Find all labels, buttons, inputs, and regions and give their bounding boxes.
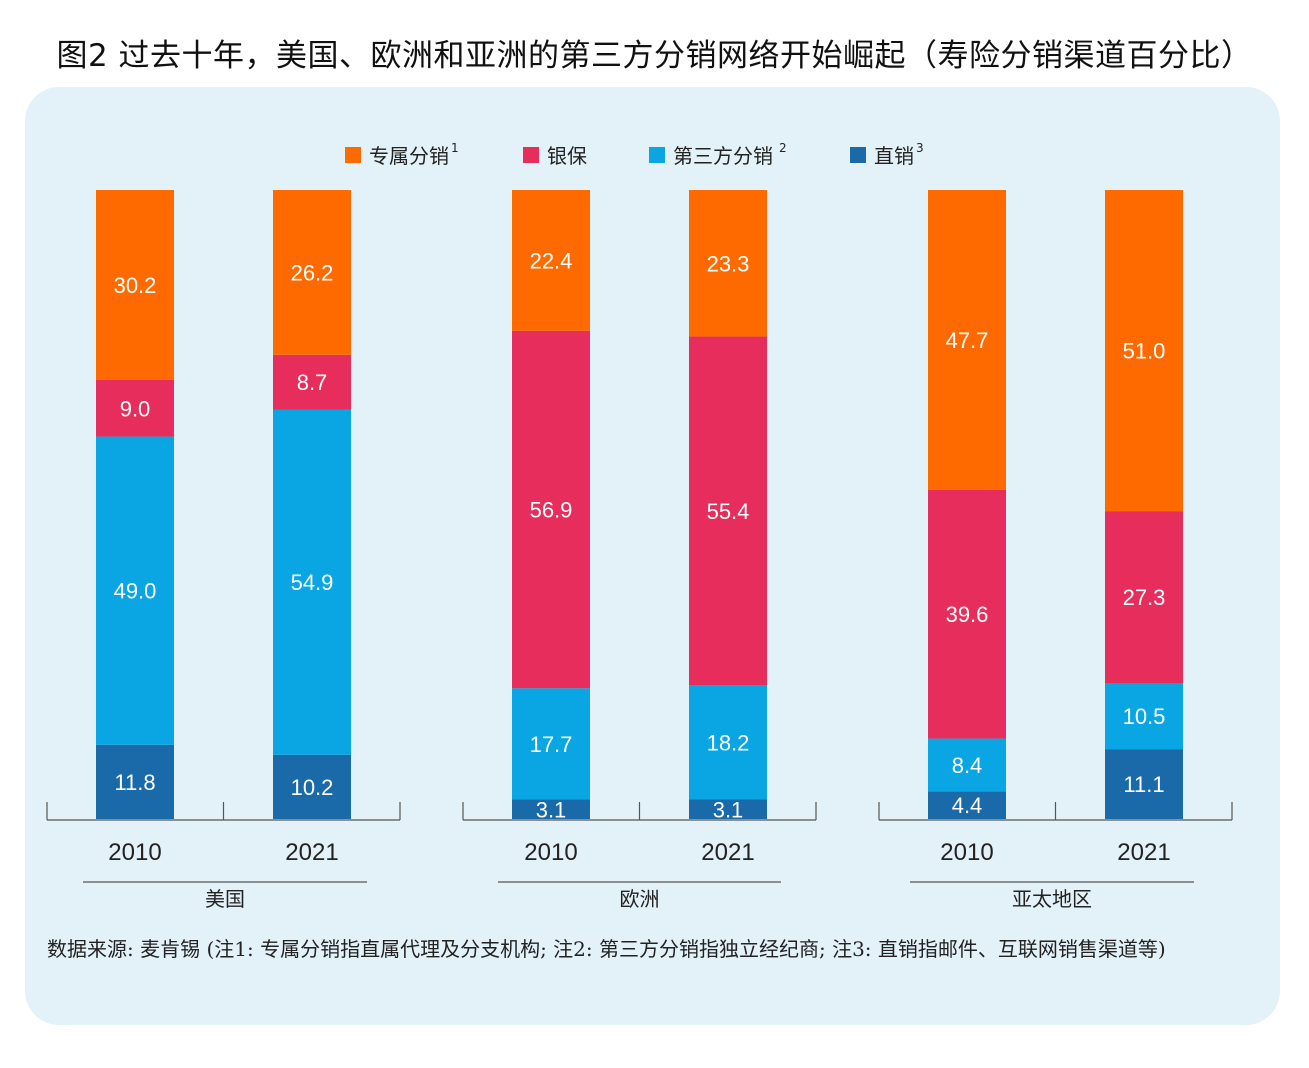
bar-segment (928, 489, 1006, 739)
bar-segment (96, 190, 174, 380)
data-label: 3.1 (536, 797, 567, 822)
group-label: 美国 (205, 887, 245, 911)
bar-segment (1105, 749, 1183, 819)
data-label: 47.7 (946, 328, 989, 353)
data-label: 8.4 (952, 753, 983, 778)
legend-swatch-captive (345, 146, 361, 163)
chart-panel (25, 87, 1280, 1025)
bar-segment (928, 738, 1006, 792)
legend-note-third-party: 2 (779, 140, 787, 155)
data-label: 30.2 (114, 273, 157, 298)
bar-segment (512, 330, 590, 689)
bar-segment (273, 409, 351, 755)
legend-note-direct: 3 (916, 140, 924, 155)
legend-item-bancassurance: 银保 (523, 140, 587, 169)
bar-segment (96, 744, 174, 819)
data-label: 10.5 (1123, 704, 1166, 729)
data-label: 18.2 (707, 730, 750, 755)
bar-segment (273, 190, 351, 355)
data-label: 49.0 (114, 579, 157, 604)
x-tick-label: 2021 (1117, 839, 1170, 866)
data-label: 9.0 (120, 396, 151, 421)
bar-segment (1105, 683, 1183, 750)
legend-label-third-party: 第三方分销 (673, 144, 773, 168)
data-label: 23.3 (707, 251, 750, 276)
legend-swatch-bancassurance (523, 146, 539, 163)
data-label: 26.2 (291, 260, 334, 285)
chart-title: 图2 过去十年，美国、欧洲和亚洲的第三方分销网络开始崛起（寿险分销渠道百分比） (56, 38, 1253, 74)
legend-label-captive: 专属分销 (369, 144, 449, 168)
data-label: 51.0 (1123, 339, 1166, 364)
group-label: 欧洲 (620, 887, 660, 911)
data-label: 22.4 (530, 248, 573, 273)
bar-segment (512, 688, 590, 800)
legend: 专属分销 1 银保 第三方分销 2 直销 3 (0, 140, 1309, 169)
bar-segment (512, 799, 590, 819)
x-tick-label: 2010 (940, 839, 993, 866)
legend-item-captive: 专属分销 1 (345, 140, 459, 169)
data-label: 27.3 (1123, 585, 1166, 610)
data-label: 11.1 (1123, 772, 1164, 797)
x-tick-label: 2021 (285, 839, 338, 866)
data-label: 3.1 (713, 797, 744, 822)
bar-segment (928, 791, 1006, 819)
data-label: 11.8 (114, 770, 155, 795)
bar-segment (1105, 511, 1183, 683)
legend-label-direct: 直销 (874, 144, 914, 168)
x-tick-label: 2010 (108, 839, 161, 866)
stacked-bar-chart: 11.8 49.0 9.0 30.2 2010 10.2 54.9 8.7 26.2 2021 3.… (46, 190, 1233, 911)
legend-swatch-third-party (649, 146, 665, 163)
legend-swatch-direct (850, 146, 866, 163)
bar-segment (273, 754, 351, 819)
data-label: 10.2 (291, 775, 334, 800)
bar-segment (928, 190, 1006, 490)
legend-item-direct: 直销 3 (850, 140, 924, 169)
group-label: 亚太地区 (1012, 887, 1092, 911)
data-label: 4.4 (952, 793, 983, 818)
data-label: 54.9 (291, 570, 334, 595)
x-tick-label: 2021 (701, 839, 754, 866)
data-label: 56.9 (530, 498, 573, 523)
data-label: 17.7 (530, 732, 573, 757)
bar-segment (1105, 190, 1183, 512)
bar-segment (512, 190, 590, 331)
bar-segment (689, 799, 767, 819)
bar-segment (96, 379, 174, 437)
bar-segment (689, 685, 767, 800)
bar-segment (96, 436, 174, 745)
data-label: 8.7 (297, 370, 328, 395)
legend-item-third-party: 第三方分销 2 (649, 140, 787, 169)
x-tick-label: 2010 (524, 839, 577, 866)
legend-label-bancassurance: 银保 (547, 144, 587, 168)
source-note: 数据来源: 麦肯锡 (注1: 专属分销指直属代理及分支机构; 注2: 第三方分销… (47, 937, 1166, 961)
bar-segment (689, 336, 767, 686)
legend-note-captive: 1 (451, 140, 459, 155)
data-label: 55.4 (707, 499, 750, 524)
bar-segment (273, 354, 351, 410)
data-label: 39.6 (946, 602, 989, 627)
bar-segment (689, 190, 767, 337)
